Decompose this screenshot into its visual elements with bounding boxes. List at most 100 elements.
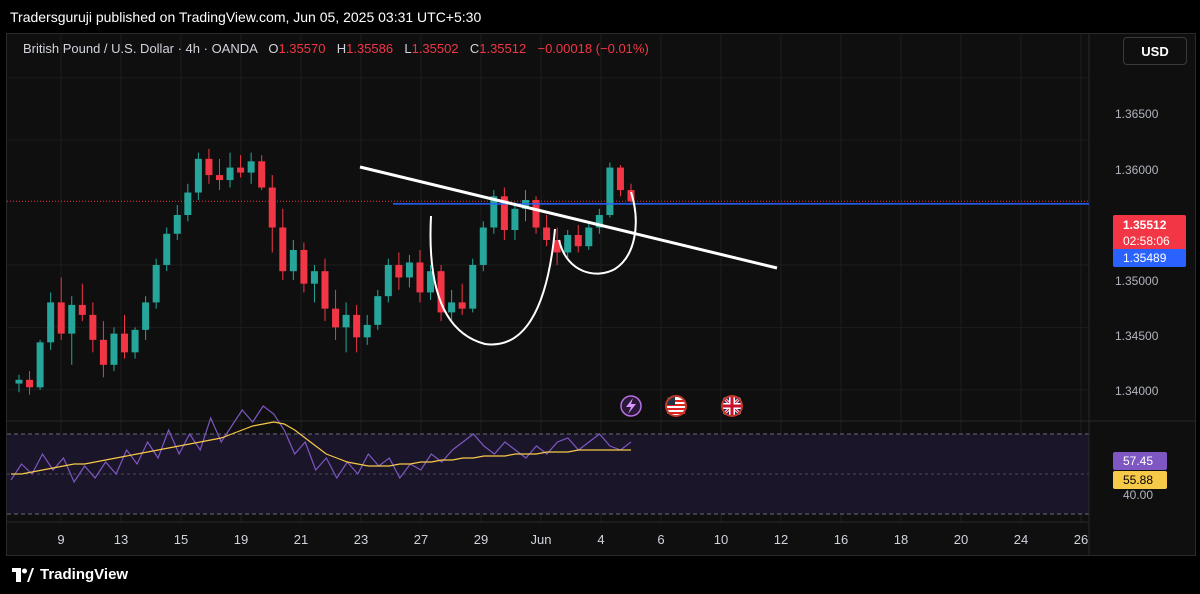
candle-body [247,161,255,173]
candle-body [47,302,55,343]
candle-body [300,249,308,284]
high-label: H [336,41,347,56]
tradingview-logo-icon [12,567,34,582]
candle-body [553,239,561,253]
currency-button[interactable]: USD [1123,37,1187,65]
candle-body [194,158,202,193]
cup-drawing[interactable] [429,215,556,346]
tradingview-brand[interactable]: TradingView [12,566,128,583]
candle-body [121,333,129,353]
candle-body [142,302,150,330]
us-flag-icon[interactable] [665,395,687,417]
candle-body [585,227,593,247]
chart-frame[interactable]: 1.36500 1.36000 1.35000 1.34500 1.34000 … [6,33,1196,556]
candle-body [416,262,424,293]
rsi-ma-line [11,421,631,475]
candle-body [342,314,350,328]
candle-body [500,196,508,230]
bar-countdown: 02:58:06 [1123,234,1170,248]
time-axis-label: Jun [531,532,552,547]
candle-body [532,200,540,228]
brand-name: TradingView [40,566,129,583]
candle-body [490,196,498,228]
candle-body [564,234,572,253]
candle-body [131,329,139,353]
lightning-icon[interactable] [620,395,642,417]
candle-body [374,296,382,325]
uk-flag-icon[interactable] [721,395,743,417]
time-axis[interactable]: 9 13 15 19 21 23 27 29 Jun 4 6 10 12 16 18 20 24 26 [57,532,1088,547]
change-value: −0.00018 (−0.01%) [537,41,649,56]
time-axis-label: 12 [774,532,788,547]
rsi-value: 57.45 [1123,454,1153,468]
candle-body [543,227,551,240]
time-axis-label: 9 [57,532,64,547]
candle-body [268,187,276,228]
open-label: O [268,41,279,56]
candle-body [595,215,603,228]
candle-body [99,339,107,365]
candlestick-series [15,148,635,395]
close-value: 1.35512 [479,41,527,56]
time-axis-label: 4 [597,532,604,547]
candle-body [616,167,624,191]
time-axis-label: 19 [234,532,248,547]
candle-body [321,271,329,309]
time-axis-label: 29 [474,532,488,547]
candle-body [469,264,477,309]
candle-body [279,227,287,272]
candle-body [110,333,118,365]
price-axis[interactable]: 1.36500 1.36000 1.35000 1.34500 1.34000 [1115,107,1159,398]
rsi-axis: 57.45 55.88 40.00 [1113,452,1167,502]
symbol-name: British Pound / U.S. Dollar · 4h · OANDA [23,41,258,56]
candle-body [184,192,192,216]
time-axis-label: 13 [114,532,128,547]
candle-body [15,379,23,384]
descending-trendline[interactable] [359,165,778,270]
time-axis-label: 26 [1074,532,1088,547]
time-axis-label: 18 [894,532,908,547]
candle-body [405,262,413,278]
candle-body [152,264,160,303]
low-value: 1.35502 [411,41,459,56]
open-value: 1.35570 [278,41,326,56]
high-value: 1.35586 [346,41,394,56]
candle-body [226,167,234,181]
time-axis-label: 16 [834,532,848,547]
price-tick: 1.35000 [1115,274,1159,288]
candle-body [237,167,245,173]
chart-canvas[interactable]: 1.36500 1.36000 1.35000 1.34500 1.34000 … [7,34,1195,555]
time-axis-label: 15 [174,532,188,547]
candle-body [78,304,86,315]
time-axis-label: 27 [414,532,428,547]
candle-body [289,249,297,272]
price-tick: 1.36500 [1115,107,1159,121]
rsi-line [10,405,632,484]
handle-drawing[interactable] [558,191,637,275]
low-label: L [404,41,412,56]
candle-body [353,314,361,338]
candle-body [606,167,614,216]
candle-body [384,264,392,297]
footer: TradingView [0,556,1200,594]
candle-body [437,271,445,313]
candle-body [68,304,76,334]
time-axis-label: 23 [354,532,368,547]
symbol-legend: British Pound / U.S. Dollar · 4h · OANDA… [23,41,649,56]
candle-body [395,264,403,278]
time-axis-label: 6 [657,532,664,547]
candle-body [205,158,213,176]
candle-body [173,215,181,234]
candle-body [363,324,371,338]
current-price-label: 1.35512 02:58:06 [1113,215,1186,251]
time-axis-label: 10 [714,532,728,547]
line-price-label: 1.35489 [1113,249,1186,267]
candle-body [258,161,266,188]
rsi-level-label: 40.00 [1123,488,1153,502]
candle-body [574,234,582,247]
candle-body [332,308,340,328]
rsi-ma-value: 55.88 [1123,473,1153,487]
candle-body [89,314,97,340]
candle-body [458,302,466,309]
candle-body [479,227,487,265]
